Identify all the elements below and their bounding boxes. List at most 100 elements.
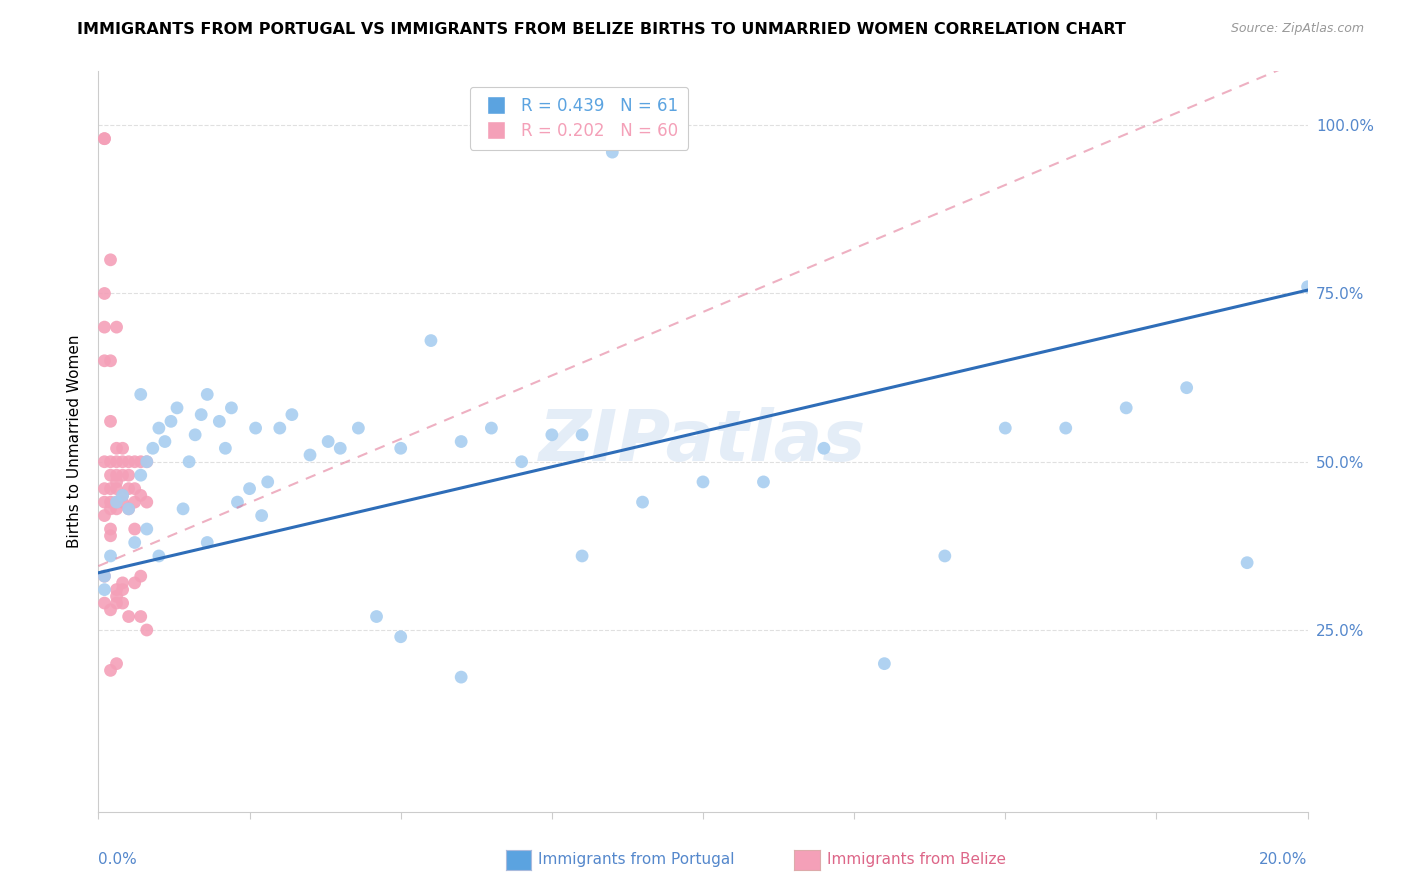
Point (93, 320, 115, 334)
Point (172, 501, 194, 516)
Point (450, 670, 472, 684)
Y-axis label: Births to Unmarried Women: Births to Unmarried Women (67, 334, 83, 549)
Point (1236, 556, 1258, 570)
Point (214, 442, 236, 456)
Point (450, 434, 472, 449)
Point (93, 455, 115, 469)
Point (226, 495, 249, 509)
Point (100, 664, 122, 678)
Text: Source: ZipAtlas.com: Source: ZipAtlas.com (1230, 22, 1364, 36)
Point (93, 353, 115, 368)
Point (571, 427, 593, 442)
Point (389, 630, 412, 644)
Point (1115, 401, 1137, 415)
Point (105, 596, 128, 610)
Point (100, 414, 122, 428)
Point (118, 468, 141, 483)
Point (135, 623, 157, 637)
Point (124, 522, 146, 536)
Point (347, 421, 370, 435)
Point (250, 508, 273, 523)
Text: Immigrants from Portugal: Immigrants from Portugal (538, 853, 735, 867)
Point (105, 468, 128, 483)
Point (129, 455, 152, 469)
Point (195, 535, 218, 549)
Text: ZIPatlas: ZIPatlas (540, 407, 866, 476)
Point (692, 475, 714, 489)
Point (135, 455, 157, 469)
Point (1175, 381, 1198, 395)
Point (111, 488, 134, 502)
Point (100, 603, 122, 617)
Point (602, 145, 624, 160)
Point (135, 495, 157, 509)
Point (329, 442, 352, 456)
Point (153, 434, 176, 449)
Point (105, 455, 128, 469)
Point (111, 582, 134, 597)
Point (281, 408, 304, 422)
Point (100, 529, 122, 543)
Point (129, 468, 152, 483)
Point (245, 421, 267, 435)
Point (93, 508, 115, 523)
Point (994, 421, 1017, 435)
Point (631, 495, 654, 509)
Point (129, 488, 152, 502)
Point (111, 488, 134, 502)
Point (93, 569, 115, 583)
Point (111, 468, 134, 483)
Point (93, 131, 115, 145)
Point (111, 495, 134, 509)
Point (105, 657, 128, 671)
Point (129, 569, 152, 583)
Point (129, 609, 152, 624)
Point (1296, 279, 1319, 293)
Point (100, 501, 122, 516)
Point (105, 442, 128, 456)
Point (129, 387, 152, 401)
Text: Immigrants from Belize: Immigrants from Belize (827, 853, 1005, 867)
Text: 20.0%: 20.0% (1260, 853, 1308, 867)
Point (118, 482, 141, 496)
Point (100, 353, 122, 368)
Point (105, 495, 128, 509)
Point (105, 495, 128, 509)
Point (221, 401, 243, 415)
Point (160, 414, 183, 428)
Point (105, 582, 128, 597)
Point (100, 549, 122, 563)
Point (389, 442, 412, 456)
Point (179, 455, 201, 469)
Text: IMMIGRANTS FROM PORTUGAL VS IMMIGRANTS FROM BELIZE BIRTHS TO UNMARRIED WOMEN COR: IMMIGRANTS FROM PORTUGAL VS IMMIGRANTS F… (77, 22, 1126, 37)
Point (100, 468, 122, 483)
Point (93, 582, 115, 597)
Point (111, 442, 134, 456)
Point (118, 501, 141, 516)
Point (93, 569, 115, 583)
Point (481, 421, 503, 435)
Point (873, 657, 896, 671)
Point (105, 501, 128, 516)
Point (93, 495, 115, 509)
Point (100, 495, 122, 509)
Point (420, 334, 443, 348)
Point (105, 475, 128, 489)
Point (256, 475, 278, 489)
Point (510, 455, 533, 469)
Point (540, 427, 562, 442)
Point (571, 549, 593, 563)
Point (195, 387, 218, 401)
Point (118, 455, 141, 469)
Point (100, 455, 122, 469)
Point (93, 482, 115, 496)
Legend: R = 0.439   N = 61, R = 0.202   N = 60: R = 0.439 N = 61, R = 0.202 N = 60 (470, 87, 689, 150)
Point (142, 442, 165, 456)
Point (93, 286, 115, 301)
Point (813, 442, 835, 456)
Point (1054, 421, 1077, 435)
Point (124, 482, 146, 496)
Point (184, 427, 207, 442)
Point (752, 475, 775, 489)
Point (299, 448, 322, 462)
